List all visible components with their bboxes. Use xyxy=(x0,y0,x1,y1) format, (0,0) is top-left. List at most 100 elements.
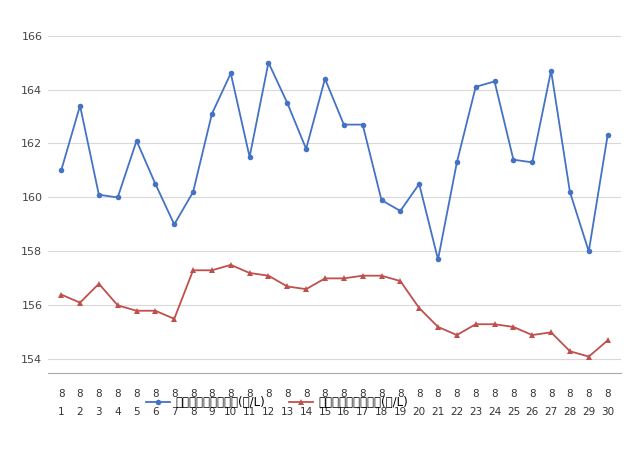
レギュラー実売価格(円/L) xyxy=(491,322,499,327)
レギュラー看板価格(円/L) xyxy=(472,84,479,89)
レギュラー看板価格(円/L) xyxy=(76,103,84,109)
Text: 8: 8 xyxy=(209,389,215,399)
レギュラー看板価格(円/L) xyxy=(284,100,291,106)
Text: 8: 8 xyxy=(190,389,196,399)
レギュラー実売価格(円/L) xyxy=(246,270,253,276)
レギュラー看板価格(円/L) xyxy=(189,189,197,195)
Text: 8: 8 xyxy=(303,389,310,399)
Text: 8: 8 xyxy=(265,389,272,399)
レギュラー看板価格(円/L) xyxy=(434,257,442,262)
Text: 8: 8 xyxy=(529,389,536,399)
レギュラー実売価格(円/L) xyxy=(321,275,329,281)
レギュラー看板価格(円/L) xyxy=(132,138,140,144)
レギュラー看板価格(円/L) xyxy=(264,60,272,65)
Text: 8: 8 xyxy=(133,389,140,399)
レギュラー看板価格(円/L) xyxy=(509,157,517,163)
レギュラー実売価格(円/L) xyxy=(284,284,291,289)
Text: 8: 8 xyxy=(548,389,554,399)
レギュラー看板価格(円/L) xyxy=(566,189,574,195)
Text: 23: 23 xyxy=(469,407,483,417)
レギュラー看板価格(円/L) xyxy=(604,133,611,138)
Text: 21: 21 xyxy=(431,407,445,417)
レギュラー看板価格(円/L) xyxy=(302,146,310,151)
Text: 8: 8 xyxy=(492,389,498,399)
Text: 2: 2 xyxy=(77,407,83,417)
Text: 8: 8 xyxy=(472,389,479,399)
Text: 8: 8 xyxy=(586,389,592,399)
レギュラー実売価格(円/L) xyxy=(227,262,235,267)
レギュラー実売価格(円/L) xyxy=(378,273,385,279)
レギュラー看板価格(円/L) xyxy=(359,122,367,127)
Text: 28: 28 xyxy=(563,407,577,417)
Text: 27: 27 xyxy=(545,407,557,417)
レギュラー実売価格(円/L) xyxy=(114,302,122,308)
Text: 14: 14 xyxy=(300,407,313,417)
レギュラー実売価格(円/L) xyxy=(58,292,65,297)
Text: 8: 8 xyxy=(322,389,328,399)
Text: 4: 4 xyxy=(115,407,121,417)
Text: 25: 25 xyxy=(507,407,520,417)
レギュラー実売価格(円/L) xyxy=(434,324,442,330)
レギュラー看板価格(円/L) xyxy=(378,197,385,203)
レギュラー実売価格(円/L) xyxy=(415,305,423,311)
Text: 15: 15 xyxy=(318,407,332,417)
Legend: レギュラー看板価格(円/L), レギュラー実売価格(円/L): レギュラー看板価格(円/L), レギュラー実売価格(円/L) xyxy=(141,391,413,413)
Text: 7: 7 xyxy=(171,407,177,417)
Text: 19: 19 xyxy=(394,407,407,417)
Text: 8: 8 xyxy=(190,407,196,417)
Text: 8: 8 xyxy=(359,389,366,399)
Text: 8: 8 xyxy=(115,389,121,399)
レギュラー看板価格(円/L) xyxy=(529,159,536,165)
レギュラー実売価格(円/L) xyxy=(302,287,310,292)
Text: 11: 11 xyxy=(243,407,256,417)
レギュラー実売価格(円/L) xyxy=(397,278,404,284)
Text: 3: 3 xyxy=(95,407,102,417)
レギュラー看板価格(円/L) xyxy=(340,122,348,127)
レギュラー実売価格(円/L) xyxy=(453,332,461,338)
レギュラー看板価格(円/L) xyxy=(453,159,461,165)
Text: 9: 9 xyxy=(209,407,215,417)
Text: 8: 8 xyxy=(284,389,291,399)
レギュラー実売価格(円/L) xyxy=(76,300,84,305)
Text: 8: 8 xyxy=(416,389,422,399)
Text: 8: 8 xyxy=(77,389,83,399)
Text: 8: 8 xyxy=(340,389,347,399)
レギュラー実売価格(円/L) xyxy=(95,281,102,287)
レギュラー看板価格(円/L) xyxy=(152,181,159,187)
レギュラー実売価格(円/L) xyxy=(472,322,479,327)
Line: レギュラー看板価格(円/L): レギュラー看板価格(円/L) xyxy=(58,60,611,262)
Text: 8: 8 xyxy=(95,389,102,399)
レギュラー実売価格(円/L) xyxy=(208,267,216,273)
レギュラー実売価格(円/L) xyxy=(340,275,348,281)
Text: 8: 8 xyxy=(58,389,65,399)
Text: 8: 8 xyxy=(246,389,253,399)
レギュラー看板価格(円/L) xyxy=(114,195,122,200)
Text: 8: 8 xyxy=(435,389,442,399)
レギュラー実売価格(円/L) xyxy=(152,308,159,314)
Text: 6: 6 xyxy=(152,407,159,417)
レギュラー実売価格(円/L) xyxy=(264,273,272,279)
レギュラー看板価格(円/L) xyxy=(227,70,235,76)
レギュラー看板価格(円/L) xyxy=(585,248,593,254)
Text: 8: 8 xyxy=(152,389,159,399)
レギュラー実売価格(円/L) xyxy=(170,316,178,322)
レギュラー実売価格(円/L) xyxy=(604,338,611,343)
レギュラー実売価格(円/L) xyxy=(529,332,536,338)
Text: 8: 8 xyxy=(604,389,611,399)
Text: 29: 29 xyxy=(582,407,595,417)
レギュラー看板価格(円/L) xyxy=(58,168,65,173)
Text: 8: 8 xyxy=(454,389,460,399)
Text: 26: 26 xyxy=(525,407,539,417)
レギュラー実売価格(円/L) xyxy=(566,349,574,354)
レギュラー看板価格(円/L) xyxy=(491,79,499,84)
Line: レギュラー実売価格(円/L): レギュラー実売価格(円/L) xyxy=(58,262,611,359)
レギュラー実売価格(円/L) xyxy=(189,267,197,273)
Text: 13: 13 xyxy=(281,407,294,417)
Text: 20: 20 xyxy=(413,407,426,417)
Text: 16: 16 xyxy=(337,407,351,417)
レギュラー実売価格(円/L) xyxy=(359,273,367,279)
Text: 5: 5 xyxy=(133,407,140,417)
レギュラー看板価格(円/L) xyxy=(208,111,216,116)
Text: 8: 8 xyxy=(227,389,234,399)
レギュラー看板価格(円/L) xyxy=(547,68,555,74)
